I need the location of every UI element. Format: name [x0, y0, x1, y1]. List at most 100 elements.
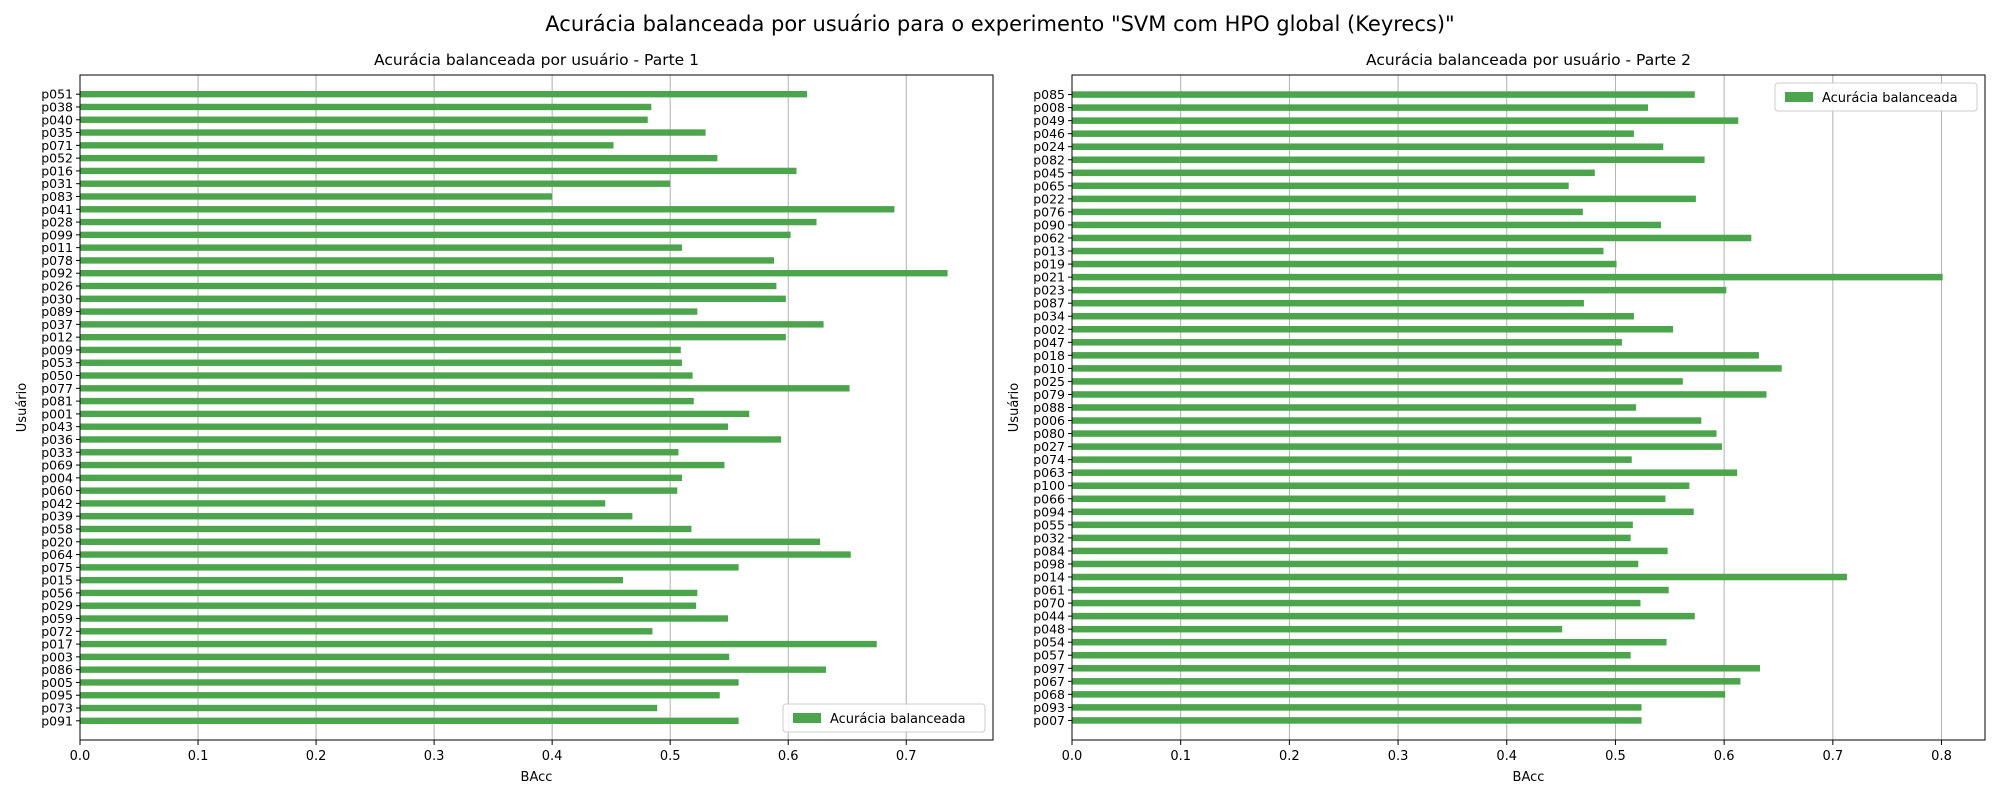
bar-p044	[1072, 612, 1695, 620]
y-tick-label: p093	[1033, 700, 1065, 715]
bar-p036	[80, 436, 782, 443]
bar-p037	[80, 321, 824, 328]
bar-p095	[80, 692, 720, 699]
bar-p008	[1072, 104, 1649, 111]
bar-p064	[80, 551, 851, 558]
y-tick-label: p047	[1033, 335, 1065, 350]
bar-p051	[80, 90, 808, 98]
bar-p033	[80, 449, 679, 456]
chart-title: Acurácia balanceada por usuário - Parte …	[374, 51, 699, 69]
bar-p093	[1072, 704, 1642, 711]
y-tick-label: p063	[1033, 465, 1065, 480]
y-tick-label: p044	[1033, 609, 1065, 624]
bar-p057	[1072, 651, 1631, 659]
y-tick-label: p068	[1033, 687, 1065, 702]
plot-frame	[1071, 74, 1986, 741]
y-tick-label: p084	[1033, 543, 1065, 558]
bar-p049	[1072, 117, 1739, 124]
y-tick-label: p050	[41, 368, 73, 383]
bar-p018	[1072, 352, 1759, 359]
y-tick-label: p014	[1033, 570, 1065, 585]
y-tick-label: p033	[41, 445, 73, 460]
bar-p081	[80, 397, 694, 405]
bar-p094	[1072, 508, 1694, 516]
x-tick-label: 0.8	[1931, 749, 1952, 764]
bar-p088	[1072, 404, 1637, 411]
y-tick-label: p011	[41, 240, 73, 255]
y-tick-label: p090	[1033, 217, 1065, 232]
figure-title: Acurácia balanceada por usuário para o e…	[545, 12, 1455, 36]
bar-p001	[80, 410, 750, 418]
y-tick-label: p021	[1033, 270, 1065, 285]
x-tick-label: 0.7	[1822, 749, 1843, 764]
bar-p091	[80, 717, 739, 725]
legend-label: Acurácia balanceada	[830, 712, 966, 727]
y-tick-label: p024	[1033, 139, 1065, 154]
y-tick-label: p064	[41, 547, 73, 562]
bar-p002	[1072, 326, 1674, 333]
y-tick-label: p045	[1033, 165, 1065, 180]
bar-p073	[80, 704, 658, 712]
bar-p047	[1072, 339, 1622, 346]
bar-p069	[80, 461, 725, 469]
bars	[1072, 91, 1943, 724]
y-tick-label: p037	[41, 317, 73, 332]
y-tick-label: p004	[41, 470, 73, 485]
y-tick-label: p080	[1033, 426, 1065, 441]
plot-frame	[79, 74, 994, 741]
bar-p097	[1072, 665, 1761, 672]
x-tick-label: 0.2	[1279, 749, 1300, 764]
legend: Acurácia balanceada	[782, 703, 986, 733]
bar-p063	[1072, 469, 1738, 476]
bar-p013	[1072, 247, 1604, 255]
y-tick-label: p092	[41, 266, 73, 281]
bar-p024	[1072, 143, 1664, 150]
bar-p087	[1072, 299, 1584, 307]
y-tick-label: p094	[1033, 504, 1065, 519]
bar-p090	[1072, 221, 1662, 229]
bar-p086	[80, 666, 826, 673]
y-tick-label: p071	[41, 138, 73, 153]
y-tick-label: p082	[1033, 152, 1065, 167]
x-tick-label: 0.0	[70, 749, 91, 764]
x-tick-label: 0.3	[1388, 749, 1409, 764]
bar-p004	[80, 474, 682, 482]
bar-p017	[80, 640, 877, 648]
y-tick-label: p027	[1033, 439, 1065, 454]
y-tick-label: p048	[1033, 622, 1065, 637]
y-tick-label: p086	[41, 662, 73, 677]
bar-p028	[80, 218, 817, 226]
y-axis-label: Usuário	[1007, 383, 1022, 432]
y-tick-label: p100	[1033, 478, 1065, 493]
bar-p010	[1072, 365, 1782, 372]
bar-p071	[80, 142, 614, 149]
bar-p009	[80, 346, 681, 354]
bar-p025	[1072, 378, 1683, 385]
y-tick-label: p036	[41, 432, 73, 447]
bar-p074	[1072, 456, 1632, 463]
y-tick-label: p062	[1033, 230, 1065, 245]
y-tick-label: p039	[41, 509, 73, 524]
y-tick-label: p056	[41, 585, 73, 600]
bar-p021	[1072, 273, 1943, 281]
y-tick-label: p085	[1033, 87, 1065, 102]
x-tick-label: 0.6	[778, 749, 799, 764]
y-tick-label: p030	[41, 291, 73, 306]
y-tick-label: p073	[41, 701, 73, 716]
y-tick-label: p097	[1033, 661, 1065, 676]
legend-swatch	[1785, 92, 1813, 102]
y-tick-label: p026	[41, 279, 73, 294]
y-tick-label: p018	[1033, 348, 1065, 363]
y-tick-label: p034	[1033, 309, 1065, 324]
y-tick-label: p040	[41, 112, 73, 127]
y-tick-label: p006	[1033, 413, 1065, 428]
bar-p014	[1072, 573, 1847, 581]
bar-p080	[1072, 430, 1717, 437]
bar-p042	[80, 500, 606, 507]
bar-p065	[1072, 182, 1569, 190]
y-axis-ticks: p085p008p049p046p024p082p045p065p022p076…	[1033, 87, 1072, 728]
bar-p015	[80, 576, 623, 584]
bar-p003	[80, 653, 730, 661]
bar-p040	[80, 116, 648, 123]
y-tick-label: p002	[1033, 322, 1065, 337]
